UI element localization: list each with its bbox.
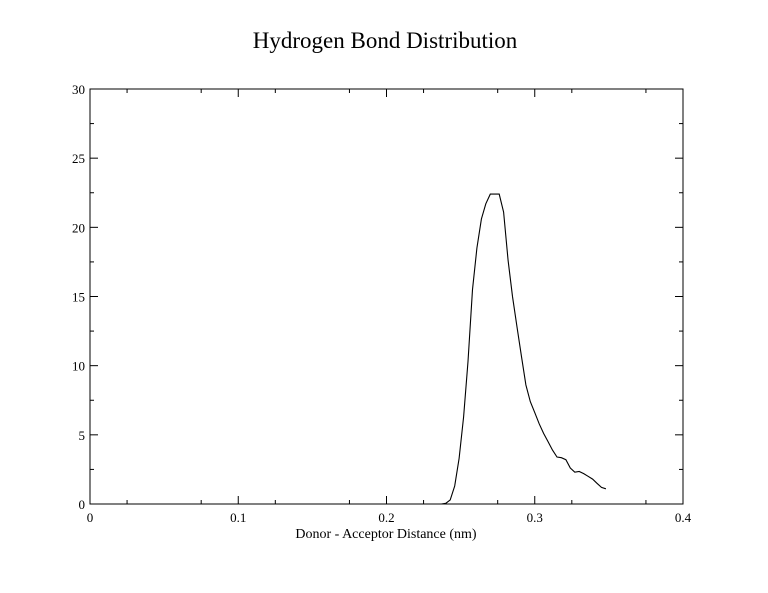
tick-labels: 0 0.1 0.2 0.3 0.4 0 5 10 15 20 25 30 <box>72 82 692 525</box>
y-tick-label: 0 <box>79 497 86 512</box>
y-tick-label: 5 <box>79 428 86 443</box>
ticks <box>89 88 684 505</box>
chart-title: Hydrogen Bond Distribution <box>253 28 518 53</box>
x-axis-label: Donor - Acceptor Distance (nm) <box>295 527 476 542</box>
plot-frame <box>89 88 684 505</box>
x-tick-label: 0 <box>87 510 94 525</box>
series-line <box>441 193 607 505</box>
x-tick-label: 0.1 <box>230 510 246 525</box>
y-tick-label: 15 <box>72 290 85 305</box>
x-tick-label: 0.3 <box>527 510 543 525</box>
y-tick-label: 10 <box>72 359 85 374</box>
x-tick-label: 0.4 <box>675 510 692 525</box>
y-tick-label: 20 <box>72 220 85 235</box>
y-tick-label: 25 <box>72 151 85 166</box>
x-tick-label: 0.2 <box>378 510 394 525</box>
y-tick-label: 30 <box>72 82 85 97</box>
